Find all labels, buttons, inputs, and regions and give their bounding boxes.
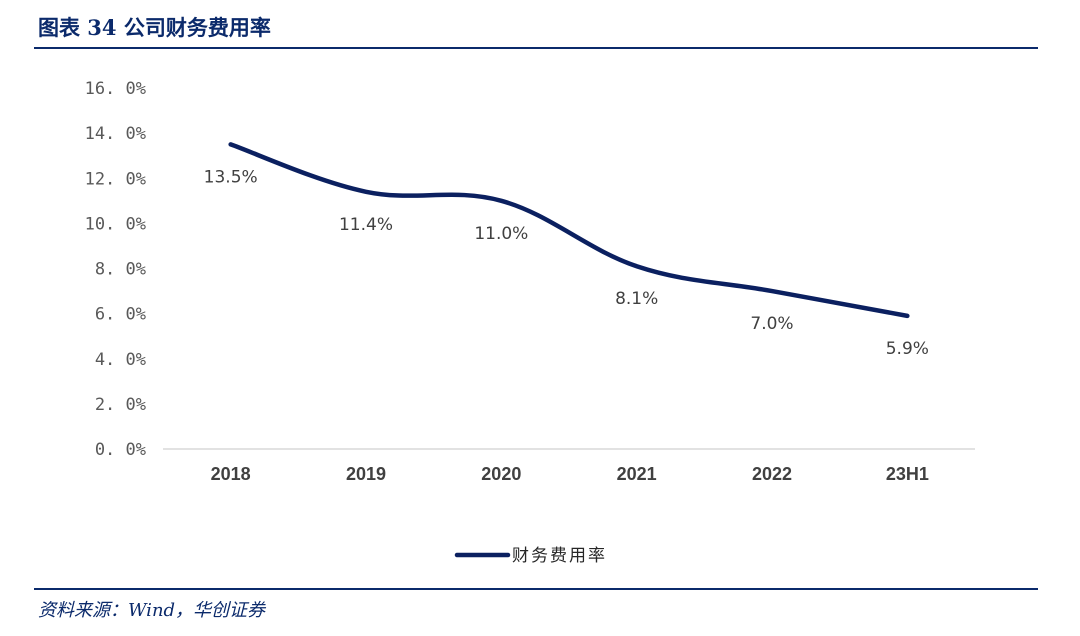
y-tick-label: 8. 0%: [95, 260, 146, 280]
chart-title: 图表 34 公司财务费用率: [38, 15, 271, 40]
title-rule: [34, 47, 1038, 49]
y-axis: 0. 0% 2. 0% 4. 0% 6. 0% 8. 0% 10. 0% 12. 0% 14.…: [85, 79, 146, 460]
x-tick-label: 2022: [752, 464, 792, 484]
data-label: 13.5%: [204, 167, 258, 187]
data-label: 8.1%: [615, 289, 658, 309]
legend-label: 财务费用率: [512, 546, 607, 566]
y-tick-label: 2. 0%: [95, 395, 146, 415]
data-label: 11.4%: [339, 215, 393, 235]
y-tick-label: 14. 0%: [85, 124, 146, 144]
data-label: 7.0%: [750, 314, 793, 334]
legend: 财务费用率: [454, 546, 607, 566]
y-tick-label: 16. 0%: [85, 79, 146, 99]
data-label: 11.0%: [474, 224, 528, 244]
source-note: 资料来源：Wind，华创证券: [38, 600, 266, 621]
footer-rule: [34, 588, 1038, 590]
x-tick-label: 2020: [481, 464, 521, 484]
y-tick-label: 12. 0%: [85, 169, 146, 189]
y-tick-label: 6. 0%: [95, 305, 146, 325]
data-label: 5.9%: [886, 339, 929, 359]
y-tick-label: 10. 0%: [85, 214, 146, 234]
series-line-financial-expense-ratio: [228, 142, 910, 319]
x-tick-label: 2021: [617, 464, 657, 484]
data-labels: 13.5% 11.4% 11.0% 8.1% 7.0% 5.9%: [204, 167, 929, 358]
x-tick-label: 23H1: [886, 464, 929, 484]
x-tick-label: 2019: [346, 464, 386, 484]
x-axis: 2018 2019 2020 2021 2022 23H1: [211, 464, 929, 484]
line-chart: 0. 0% 2. 0% 4. 0% 6. 0% 8. 0% 10. 0% 12. 0% 14.…: [85, 79, 975, 566]
x-tick-label: 2018: [211, 464, 251, 484]
y-tick-label: 4. 0%: [95, 350, 146, 370]
y-tick-label: 0. 0%: [95, 440, 146, 460]
